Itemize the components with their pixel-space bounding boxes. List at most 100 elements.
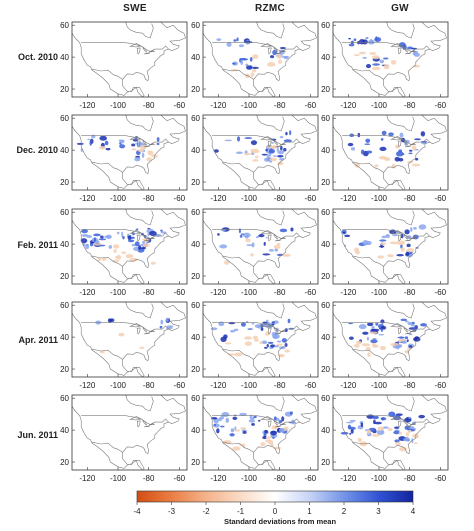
x-tick-label: -120 xyxy=(79,288,96,297)
anomaly-cell xyxy=(251,151,260,154)
us-canada-border xyxy=(81,229,169,239)
panel-frame xyxy=(332,114,449,191)
row-label-jun-2011: Jun. 2011 xyxy=(17,430,58,440)
y-tick-label: 40 xyxy=(191,426,200,435)
anomaly-cell xyxy=(276,343,283,346)
anomaly-cell xyxy=(413,442,418,445)
x-tick-label: -80 xyxy=(143,101,155,110)
x-tick-label: -100 xyxy=(371,474,388,483)
x-tick-label: -100 xyxy=(241,474,258,483)
great-lake xyxy=(260,416,273,421)
anomaly-cell xyxy=(379,345,387,351)
anomaly-cell xyxy=(405,252,410,257)
great-lake xyxy=(273,47,278,53)
x-tick-label: -80 xyxy=(274,194,286,203)
x-tick-label: -100 xyxy=(371,288,388,297)
anomaly-cell xyxy=(270,442,274,447)
anomaly-cell xyxy=(249,57,253,62)
y-tick-label: 20 xyxy=(321,458,330,467)
anomaly-field xyxy=(76,134,160,162)
column-title-gw: GW xyxy=(391,3,409,14)
anomaly-cell xyxy=(240,57,246,61)
anomaly-cell xyxy=(269,157,278,162)
us-canada-border xyxy=(81,322,169,332)
us-canada-border xyxy=(212,135,300,145)
anomaly-cell xyxy=(218,321,225,327)
anomaly-cell xyxy=(380,319,385,324)
y-tick-label: 60 xyxy=(60,21,69,30)
great-lake xyxy=(405,239,412,242)
great-lake xyxy=(397,234,402,242)
hudson-bay-coast xyxy=(125,208,154,226)
colorbar-tick-label: -2 xyxy=(202,507,210,516)
x-tick-label: -60 xyxy=(435,474,447,483)
x-tick-label: -100 xyxy=(110,194,127,203)
anomaly-cell xyxy=(234,429,241,432)
anomaly-cell xyxy=(253,415,257,419)
anomaly-cell xyxy=(108,245,112,249)
colorbar: -4 -3 -2 -1 0 1 2 3 4 xyxy=(133,490,416,516)
panel-frame xyxy=(71,394,188,471)
anomaly-cell xyxy=(377,255,385,259)
x-tick-label: -120 xyxy=(340,474,357,483)
great-lake xyxy=(390,416,403,421)
anomaly-cell xyxy=(404,229,410,235)
anomaly-cell xyxy=(93,233,101,237)
colorbar-tick-label: 1 xyxy=(307,507,312,516)
anomaly-cell xyxy=(140,144,147,150)
hudson-bay-coast xyxy=(125,301,154,319)
colorbar-tick-label: -4 xyxy=(133,507,141,516)
coastline xyxy=(332,114,447,191)
anomaly-cell xyxy=(412,64,421,68)
anomaly-cell xyxy=(378,333,385,336)
us-canada-border xyxy=(212,229,300,239)
anomaly-cell xyxy=(365,37,369,39)
x-tick-label: -60 xyxy=(435,194,447,203)
map-panel-gw-1: 60 40 20 -120 -100 -80 -60 xyxy=(321,114,449,203)
anomaly-cell xyxy=(379,59,385,64)
anomaly-cell xyxy=(273,416,277,421)
anomaly-cell xyxy=(396,344,400,350)
x-tick-label: -60 xyxy=(174,288,186,297)
anomaly-cell xyxy=(129,257,139,262)
anomaly-cell xyxy=(396,253,404,257)
colorbar-tick-label: -1 xyxy=(237,507,245,516)
anomaly-cell xyxy=(385,234,390,239)
anomaly-cell xyxy=(398,339,402,343)
anomaly-cell xyxy=(362,56,367,59)
anomaly-cell xyxy=(265,436,272,439)
hudson-bay-coast xyxy=(386,21,415,39)
coastline xyxy=(71,208,186,285)
us-canada-border xyxy=(212,415,300,425)
great-lake xyxy=(149,50,156,53)
anomaly-cell xyxy=(101,257,107,261)
anomaly-cell xyxy=(233,39,237,42)
hudson-bay-coast xyxy=(386,114,415,132)
great-lake xyxy=(136,47,141,55)
great-lake xyxy=(390,136,403,141)
anomaly-cell xyxy=(391,163,396,169)
anomaly-cell xyxy=(244,336,252,340)
anomaly-cell xyxy=(125,254,134,259)
anomaly-cell xyxy=(276,146,279,152)
anomaly-field xyxy=(348,318,427,357)
map-panel-rzmc-1: 60 40 20 -120 -100 -80 -60 xyxy=(191,114,319,203)
anomaly-cell xyxy=(262,321,268,324)
anomaly-cell xyxy=(381,235,387,239)
anomaly-cell xyxy=(372,337,377,340)
great-lake xyxy=(267,47,272,55)
y-tick-label: 40 xyxy=(321,53,330,62)
anomaly-cell xyxy=(99,135,107,141)
great-lake xyxy=(403,47,408,53)
hudson-bay-coast xyxy=(256,301,285,319)
great-lake xyxy=(144,425,151,428)
panel-frame xyxy=(202,21,319,98)
anomaly-cell xyxy=(408,149,413,152)
anomaly-cell xyxy=(134,241,140,247)
x-tick-label: -80 xyxy=(143,288,155,297)
x-tick-label: -80 xyxy=(404,288,416,297)
anomaly-cell xyxy=(409,426,415,428)
y-tick-label: 20 xyxy=(60,178,69,187)
x-tick-label: -60 xyxy=(174,194,186,203)
anomaly-cell xyxy=(159,325,163,329)
